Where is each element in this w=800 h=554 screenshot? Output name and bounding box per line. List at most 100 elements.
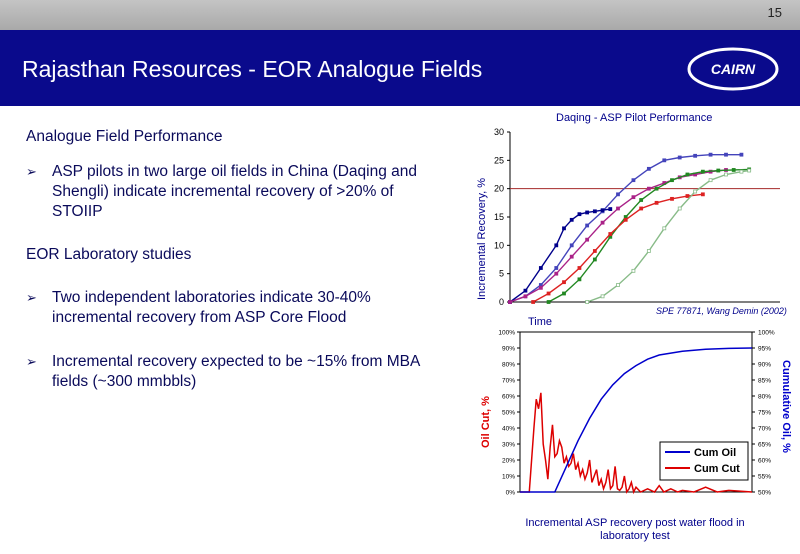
chart2-legend-label: Cum Cut — [694, 463, 740, 475]
chart1-point — [577, 266, 582, 270]
chart1-ytick-label: 20 — [494, 184, 504, 194]
chart2-right-tick-label: 80% — [758, 394, 771, 401]
chart1-ytick-label: 0 — [499, 297, 504, 307]
chart1-point — [600, 220, 605, 225]
chart2-left-tick-label: 90% — [502, 346, 515, 353]
chart1-series-line — [509, 208, 611, 303]
chart1-point — [592, 257, 597, 262]
chart1-point — [538, 285, 543, 290]
bullet-laboratories: ➢ Two independent laboratories indicate … — [26, 288, 426, 328]
arrow-bullet-icon: ➢ — [26, 290, 37, 305]
chart1-point — [585, 210, 590, 215]
chart2-right-tick-label: 65% — [758, 442, 771, 449]
heading-eor-lab: EOR Laboratory studies — [26, 246, 192, 263]
chart1-point — [616, 283, 620, 287]
chart1-point — [662, 226, 667, 231]
chart1-point — [693, 153, 698, 158]
chart1-ytick-label: 5 — [499, 269, 504, 279]
chart1-point — [523, 288, 528, 293]
chart1-point — [577, 212, 582, 217]
chart1-point — [562, 280, 566, 285]
chart1-point — [724, 152, 728, 157]
chart1-point — [569, 243, 574, 248]
chart2-left-tick-label: 20% — [502, 458, 515, 465]
chart1-series-line — [509, 153, 742, 303]
chart2-left-tick-label: 100% — [498, 330, 515, 337]
chart1-point — [508, 300, 512, 304]
chart2-left-tick-label: 60% — [502, 394, 515, 401]
chart2-legend — [659, 441, 749, 481]
chart1-point — [700, 169, 705, 174]
chart1-point — [646, 186, 651, 191]
page-number: 15 — [767, 5, 782, 20]
chart1-point — [531, 300, 536, 304]
chart1-point — [685, 172, 690, 177]
chart1-point — [608, 207, 613, 211]
chart2-right-tick-label: 85% — [758, 378, 771, 385]
chart2-left-tick-label: 0% — [506, 490, 516, 497]
arrow-bullet-icon: ➢ — [26, 354, 37, 369]
chart1-point — [585, 223, 590, 228]
bullet-text: Incremental recovery expected to be ~15%… — [52, 353, 420, 390]
chart1-point — [592, 209, 597, 214]
chart2-left-tick-label: 70% — [502, 378, 515, 385]
content-area: Analogue Field Performance ➢ ASP pilots … — [26, 128, 426, 408]
chart1-point — [623, 217, 628, 222]
title-bar: Rajasthan Resources - EOR Analogue Field… — [0, 30, 800, 106]
chart1-point — [523, 294, 528, 299]
chart1-point — [693, 189, 698, 194]
chart2-right-tick-label: 100% — [758, 330, 775, 337]
chart1-series-line — [532, 193, 703, 303]
chart1-point — [670, 196, 674, 201]
chart1-ytick-label: 30 — [494, 127, 504, 137]
chart1-svg: 0 5 10 15 20 25 30 — [494, 127, 780, 307]
chart1-point — [685, 194, 690, 198]
arrow-bullet-icon: ➢ — [26, 164, 37, 179]
chart1-point — [554, 243, 559, 248]
chart1-point — [662, 158, 667, 163]
chart1-point — [577, 277, 582, 282]
chart1-point — [585, 237, 590, 242]
cairn-logo: CAIRN — [687, 47, 779, 91]
chart1-ytick-label: 10 — [494, 240, 504, 250]
chart1-point — [708, 152, 713, 157]
chart1-point — [616, 206, 620, 211]
chart2-left-tick-label: 50% — [502, 410, 515, 417]
chart1-point — [646, 249, 651, 253]
chart2-right-tick-label: 95% — [758, 346, 771, 353]
chart2-right-tick-label: 70% — [758, 426, 771, 433]
chart2-left-tick-label: 30% — [502, 442, 515, 449]
chart1-point — [631, 195, 636, 200]
chart1-point — [677, 206, 682, 211]
chart2-legend-label: Cum Oil — [694, 447, 736, 459]
chart1-point — [639, 198, 644, 202]
chart1-title: Daqing - ASP Pilot Performance — [556, 112, 713, 124]
chart1-point — [677, 155, 682, 160]
chart2-right-tick-label: 75% — [758, 410, 771, 417]
chart1-point — [538, 266, 543, 270]
chart1-point — [631, 268, 636, 273]
bullet-text: Two independent laboratories indicate 30… — [52, 289, 371, 326]
chart1-point — [546, 300, 551, 304]
chart2-right-tick-label: 90% — [758, 362, 771, 369]
chart1-point — [546, 291, 551, 296]
chart1-series-line — [548, 168, 750, 303]
top-bar: 15 — [0, 0, 800, 30]
chart1-point — [708, 178, 713, 183]
chart1-point — [592, 249, 597, 253]
bullet-asp-pilots: ➢ ASP pilots in two large oil fields in … — [26, 162, 426, 222]
chart1-point — [562, 226, 566, 231]
chart1-point — [646, 166, 651, 171]
bullet-incremental: ➢ Incremental recovery expected to be ~1… — [26, 352, 426, 392]
chart1-point — [616, 192, 620, 197]
chart2-left-tick-label: 10% — [502, 474, 515, 481]
chart1-point — [639, 206, 644, 211]
chart1-point — [716, 168, 721, 173]
chart2-left-tick-label: 80% — [502, 362, 515, 369]
chart2-series-cum-oil — [520, 347, 753, 493]
chart1-ytick-label: 25 — [494, 155, 504, 165]
chart1-point — [554, 271, 559, 276]
chart1-xlabel: Time — [528, 316, 553, 328]
chart1-point — [569, 254, 574, 259]
svg-text:CAIRN: CAIRN — [711, 61, 756, 77]
